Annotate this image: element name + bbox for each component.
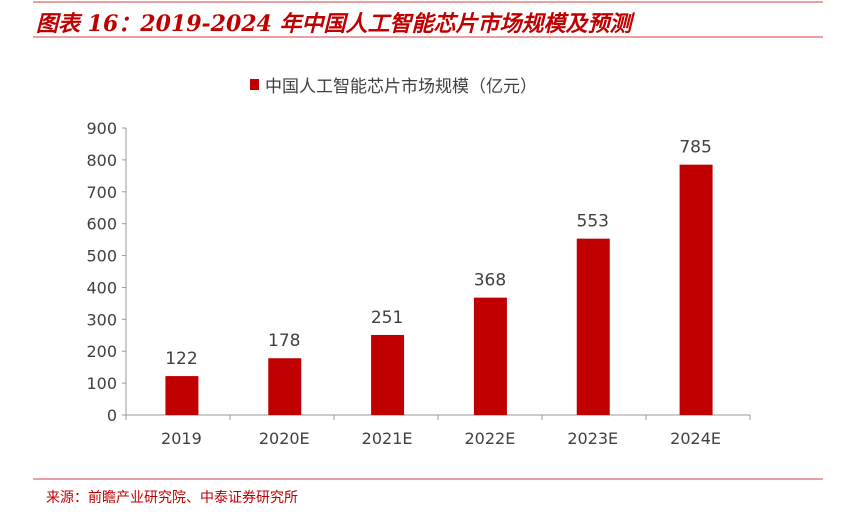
bar-chart: 中国人工智能芯片市场规模（亿元） 0 100 200 300 400 500 600 700 80… — [86, 77, 751, 448]
x-tick-label: 2022E — [465, 429, 516, 448]
bar — [576, 238, 610, 415]
legend-label: 中国人工智能芯片市场规模（亿元） — [265, 77, 537, 97]
bar — [165, 376, 199, 415]
figure-title: 图表 16：2019-2024 年中国人工智能芯片市场规模及预测 — [36, 11, 632, 37]
data-label: 178 — [268, 331, 300, 351]
bar — [473, 297, 507, 415]
x-tick-label: 2019 — [161, 429, 202, 448]
y-tick-label: 100 — [86, 374, 117, 393]
y-tick-label: 400 — [86, 278, 117, 297]
y-tick-label: 600 — [86, 215, 117, 234]
bar — [268, 358, 302, 415]
x-tick-label: 2021E — [362, 429, 413, 448]
bar — [679, 164, 713, 415]
legend-swatch — [250, 79, 259, 90]
top-rule — [33, 1, 823, 3]
data-label: 553 — [577, 212, 609, 232]
data-label: 785 — [679, 138, 711, 158]
x-tick-label: 2024E — [670, 429, 721, 448]
y-tick-label: 800 — [86, 151, 117, 170]
x-tick-label: 2023E — [567, 429, 618, 448]
data-label: 122 — [165, 349, 197, 369]
bottom-rule — [33, 478, 823, 480]
y-tick-label: 0 — [107, 406, 117, 425]
y-tick-label: 700 — [86, 183, 117, 202]
bar — [371, 334, 405, 415]
y-tick-label: 500 — [86, 247, 117, 266]
data-label: 251 — [371, 308, 403, 328]
data-label: 368 — [474, 271, 506, 291]
source-note: 来源：前瞻产业研究院、中泰证券研究所 — [46, 490, 298, 506]
y-tick-label: 200 — [86, 342, 117, 361]
y-tick-label: 900 — [86, 119, 117, 138]
y-tick-label: 300 — [86, 310, 117, 329]
title-rule — [33, 36, 823, 38]
x-tick-label: 2020E — [259, 429, 310, 448]
